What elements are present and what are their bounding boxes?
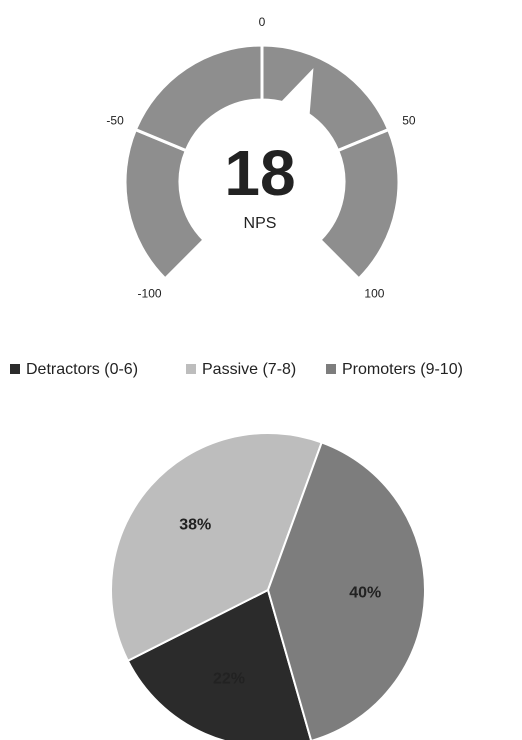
legend-label: Promoters (9-10) bbox=[342, 361, 463, 378]
gauge-segment bbox=[260, 43, 391, 153]
pie-label: 40% bbox=[349, 585, 381, 602]
gauge-tick-label: 50 bbox=[402, 113, 416, 127]
gauge-segment bbox=[133, 43, 264, 153]
pie-slice bbox=[110, 432, 323, 663]
gauge-segment bbox=[123, 127, 207, 281]
gauge-needle bbox=[279, 68, 314, 118]
pie-slice bbox=[266, 441, 426, 740]
gauge-tick-label: -50 bbox=[106, 113, 124, 127]
gauge-tick-label: 0 bbox=[259, 15, 266, 29]
pie-label: 38% bbox=[179, 517, 211, 534]
gauge-segment bbox=[317, 127, 401, 281]
legend-swatch bbox=[10, 364, 20, 374]
pie-slice bbox=[126, 588, 313, 740]
gauge-tick-label: 100 bbox=[364, 287, 384, 301]
legend-label: Passive (7-8) bbox=[202, 361, 296, 378]
gauge-label: NPS bbox=[244, 215, 277, 232]
gauge-tick-label: -100 bbox=[138, 287, 162, 301]
legend-swatch bbox=[326, 364, 336, 374]
pie-label: 22% bbox=[213, 670, 245, 687]
legend-swatch bbox=[186, 364, 196, 374]
gauge-value: 18 bbox=[224, 137, 295, 209]
legend-label: Detractors (0-6) bbox=[26, 361, 138, 378]
